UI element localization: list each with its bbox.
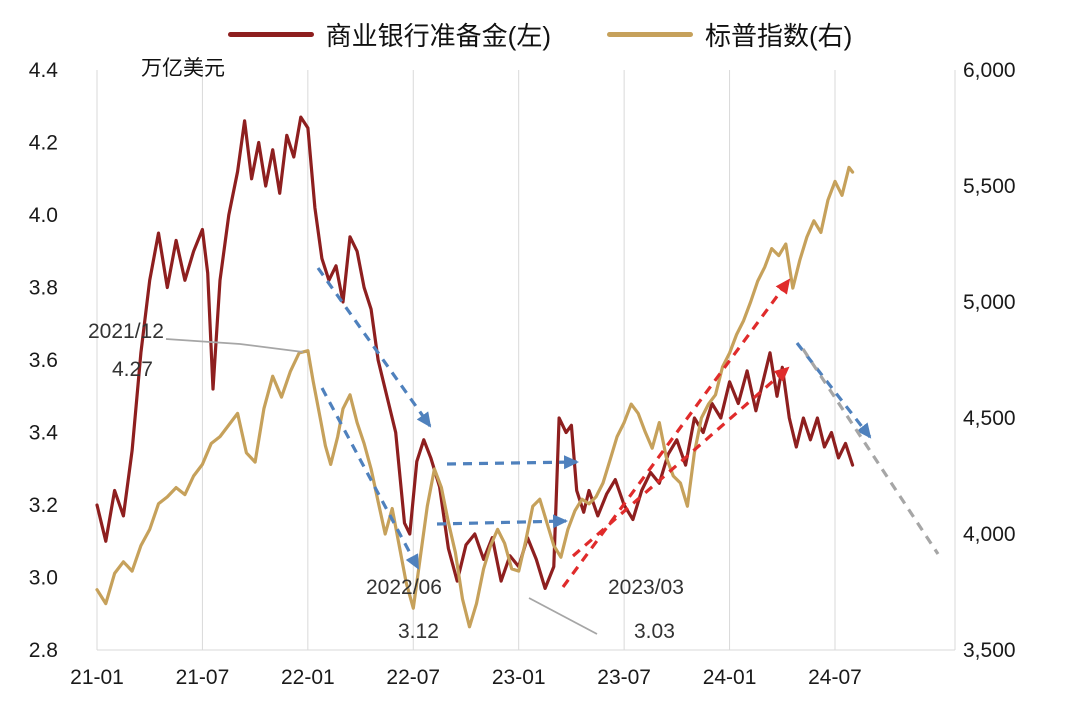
annotation-connector: [165, 338, 304, 353]
left-axis-tick-label: 3.4: [29, 422, 59, 445]
annotation-label: 4.27: [112, 358, 153, 381]
annotation-arrow-gray: [801, 348, 940, 555]
left-axis-tick-label: 3.6: [29, 349, 58, 372]
x-tick-label: 22-01: [281, 666, 335, 689]
legend-swatch-reserves-line: [227, 32, 314, 37]
annotation-arrow-blue: [446, 455, 579, 470]
right-axis-tick-label: 3,500: [963, 639, 1016, 662]
left-axis-tick-label: 4.0: [29, 204, 58, 227]
annotation-arrow-blue: [795, 342, 872, 439]
left-axis-unit-label: 万亿美元: [141, 57, 225, 80]
x-tick-label: 21-01: [70, 666, 124, 689]
left-axis-tick-label: 3.0: [29, 567, 58, 590]
annotation-connector: [528, 597, 598, 635]
right-axis-tick-label: 5,000: [963, 291, 1016, 314]
left-axis-tick-label: 3.8: [29, 277, 58, 300]
annotation-arrow-red: [561, 278, 791, 588]
annotation-label: 2021/12: [88, 320, 164, 343]
legend: 商业银行准备金(左) 标普指数(右): [0, 16, 1080, 53]
x-tick-label: 23-07: [597, 666, 651, 689]
annotation-arrow-blue: [320, 387, 420, 570]
left-axis-tick-label: 2.8: [29, 639, 58, 662]
left-axis-tick-label: 4.2: [29, 132, 58, 155]
annotation-arrow-blue: [316, 267, 432, 428]
left-axis-tick-label: 4.4: [29, 59, 59, 82]
x-tick-label: 24-01: [703, 666, 757, 689]
annotation-label: 2023/03: [608, 576, 684, 599]
legend-label-sp500: 标普指数(右): [705, 21, 853, 51]
x-tick-label: 24-07: [808, 666, 862, 689]
x-tick-label: 23-01: [492, 666, 546, 689]
annotation-label: 3.12: [398, 620, 439, 643]
right-axis-tick-label: 6,000: [963, 59, 1016, 82]
left-axis-tick-label: 3.2: [29, 494, 58, 517]
x-tick-label: 22-07: [386, 666, 440, 689]
annotation-label: 2022/06: [366, 576, 442, 599]
legend-label-reserves: 商业银行准备金(左): [325, 21, 551, 51]
right-axis-tick-label: 4,500: [963, 407, 1016, 430]
legend-item-reserves: 商业银行准备金(左): [227, 16, 551, 53]
series-line-reserves: [95, 115, 855, 591]
legend-item-sp500: 标普指数(右): [607, 16, 852, 53]
x-tick-label: 21-07: [176, 666, 230, 689]
right-axis-tick-label: 4,000: [963, 523, 1016, 546]
annotation-arrow-blue: [436, 514, 568, 529]
legend-swatch-sp500-line: [607, 32, 693, 37]
right-axis-tick-label: 5,500: [963, 175, 1016, 198]
series-line-sp500: [95, 165, 855, 629]
annotation-label: 3.03: [634, 620, 675, 643]
